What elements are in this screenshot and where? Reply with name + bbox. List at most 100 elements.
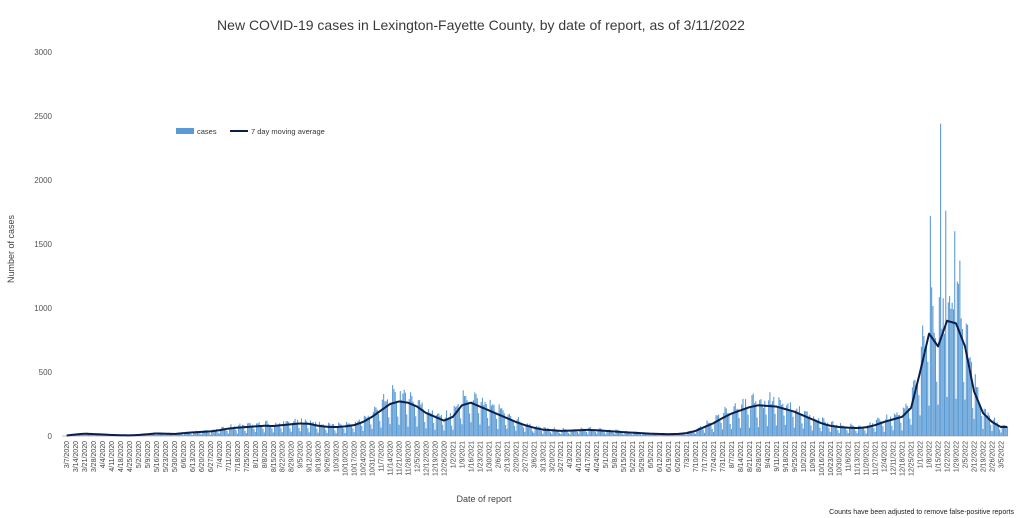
bar: [198, 432, 200, 436]
bar: [152, 433, 154, 436]
bar: [769, 392, 771, 436]
bar: [466, 400, 468, 436]
x-tick-label: 2/5/2022: [963, 441, 970, 468]
bar: [338, 422, 340, 436]
bar: [374, 406, 376, 436]
bar: [380, 427, 382, 436]
bar: [983, 408, 985, 436]
bar: [977, 387, 979, 436]
bar: [537, 428, 539, 436]
bar: [757, 427, 759, 436]
bar: [961, 328, 963, 436]
bar: [395, 400, 398, 436]
bar: [317, 432, 319, 436]
bar: [907, 408, 910, 436]
bar: [928, 405, 930, 436]
bar: [991, 430, 993, 436]
bar: [854, 428, 856, 436]
bar: [442, 424, 444, 436]
x-tick-label: 3/7/2020: [64, 441, 71, 468]
bar: [904, 408, 906, 436]
bar: [745, 399, 747, 436]
y-tick-label: 2500: [34, 112, 52, 121]
bar: [791, 411, 793, 436]
bar: [351, 425, 353, 436]
bar: [506, 428, 508, 436]
bar: [750, 405, 752, 436]
bar: [81, 434, 83, 436]
bar: [300, 418, 303, 436]
bar: [725, 408, 727, 436]
bar: [232, 427, 235, 436]
bar: [608, 429, 611, 436]
bar: [358, 419, 360, 436]
bar: [819, 427, 821, 436]
x-tick-label: 10/9/2021: [810, 441, 817, 472]
bar: [987, 412, 989, 436]
bar: [161, 433, 163, 436]
bar: [780, 404, 783, 436]
bar: [684, 434, 686, 436]
bar: [158, 433, 160, 436]
bar: [734, 403, 736, 436]
bar: [93, 435, 95, 436]
bar: [807, 418, 809, 436]
x-tick-label: 9/19/2020: [316, 441, 323, 472]
x-tick-label: 9/11/2021: [774, 441, 781, 472]
bar: [413, 405, 415, 436]
bar: [888, 420, 890, 436]
bar: [838, 432, 840, 436]
bar: [567, 432, 569, 436]
bar: [333, 424, 335, 436]
x-tick-label: 11/14/2020: [388, 441, 395, 476]
bar: [496, 418, 498, 436]
bar: [291, 423, 294, 436]
bar: [675, 434, 677, 436]
y-axis-label: Number of cases: [6, 214, 16, 283]
bar: [967, 324, 969, 436]
bar: [696, 429, 698, 436]
bar: [256, 423, 258, 436]
bar: [435, 415, 437, 436]
bar: [617, 430, 620, 436]
bar: [512, 421, 514, 436]
x-tick-label: 4/4/2020: [100, 441, 107, 468]
bar: [692, 431, 694, 436]
x-tick-label: 5/2/2020: [136, 441, 143, 468]
bar: [986, 417, 988, 436]
bar: [426, 412, 428, 436]
x-tick-label: 10/31/2020: [370, 441, 377, 476]
bar: [478, 413, 480, 436]
bar: [194, 431, 196, 436]
bar: [700, 426, 702, 436]
bar: [852, 425, 854, 436]
bar: [650, 435, 652, 436]
bar: [897, 415, 899, 436]
bar: [362, 430, 364, 436]
x-tick-label: 10/23/2021: [828, 441, 835, 476]
x-tick-label: 1/29/2022: [954, 441, 961, 472]
bar: [976, 386, 978, 436]
bar: [910, 424, 912, 436]
bar: [800, 413, 802, 436]
x-tick-label: 8/15/2020: [271, 441, 278, 472]
bar: [424, 421, 426, 436]
bar: [270, 425, 272, 436]
bar: [657, 434, 659, 436]
x-tick-label: 7/31/2021: [720, 441, 727, 472]
bar: [804, 411, 806, 436]
bar: [782, 403, 784, 436]
bar: [82, 434, 84, 436]
bar: [321, 424, 323, 436]
bar: [895, 414, 897, 436]
bar: [275, 422, 277, 436]
bar: [476, 398, 478, 436]
bar: [368, 418, 371, 436]
bar: [234, 426, 236, 436]
bar: [847, 433, 849, 436]
bar: [920, 346, 922, 436]
x-tick-label: 9/25/2021: [792, 441, 799, 472]
x-tick-label: 3/5/2022: [998, 441, 1005, 468]
bar: [240, 427, 242, 436]
bar: [195, 430, 197, 436]
